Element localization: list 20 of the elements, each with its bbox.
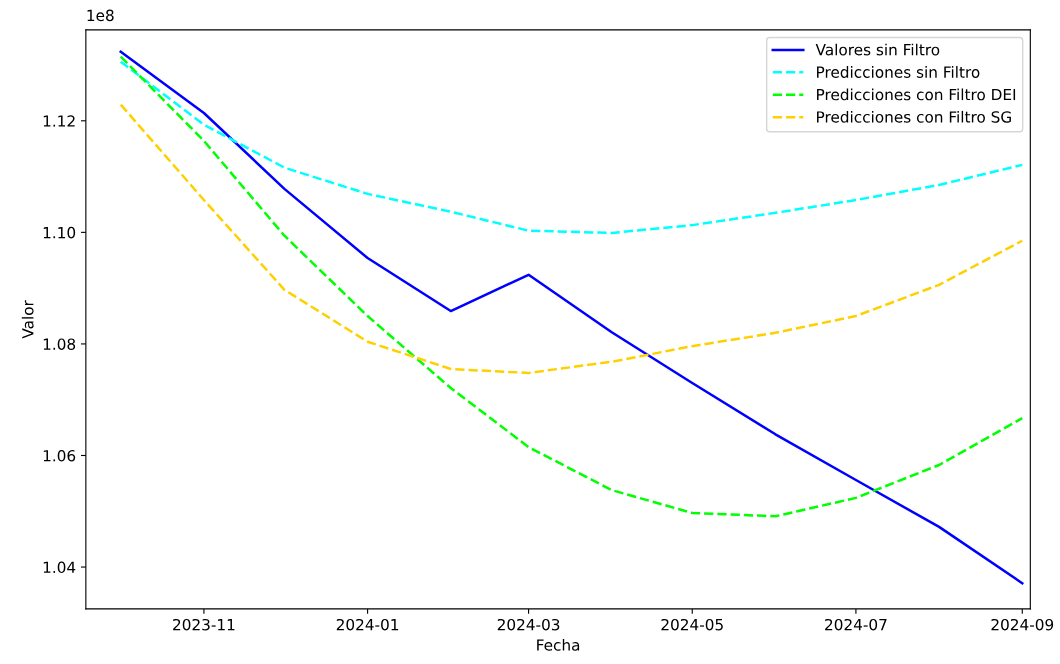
legend-label: Predicciones sin Filtro bbox=[817, 66, 980, 78]
x-tick-label: 2024-07 bbox=[825, 618, 887, 631]
line-series bbox=[119, 60, 1024, 235]
y-tick-label: 1.04 bbox=[43, 561, 76, 574]
y-axis-title: Valor bbox=[21, 300, 34, 339]
x-tick-label: 2024-09 bbox=[991, 618, 1054, 631]
x-tick-label: 2024-03 bbox=[497, 618, 560, 631]
x-tick-label: 2024-05 bbox=[661, 618, 723, 631]
x-axis-title: Fecha bbox=[537, 638, 580, 651]
legend-label: Predicciones con Filtro DEI bbox=[817, 88, 1016, 101]
text: 1e8 bbox=[87, 9, 114, 22]
legend-label: Predicciones con Filtro SG bbox=[817, 110, 1011, 123]
y-tick-label: 1.08 bbox=[43, 338, 76, 350]
x-tick-label: 2023-11 bbox=[173, 618, 235, 631]
y-tick-label: 1.10 bbox=[43, 226, 76, 239]
line-series bbox=[119, 103, 1024, 375]
y-tick-label: 1.06 bbox=[43, 449, 76, 462]
y-tick-label: 1.12 bbox=[43, 115, 75, 127]
legend-label: Valores sin Filtro bbox=[815, 43, 940, 56]
x-tick-label: 2024-01 bbox=[336, 618, 399, 631]
